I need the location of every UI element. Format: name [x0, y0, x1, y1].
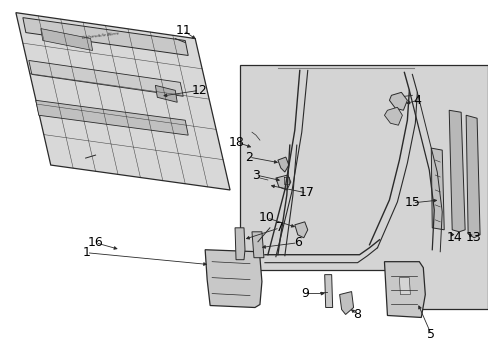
Polygon shape — [29, 60, 183, 96]
Text: 7: 7 — [275, 221, 283, 234]
Polygon shape — [254, 172, 274, 192]
Polygon shape — [448, 110, 464, 232]
Text: 14: 14 — [446, 231, 461, 244]
Polygon shape — [41, 28, 92, 50]
Polygon shape — [244, 128, 262, 150]
Polygon shape — [155, 85, 177, 102]
Polygon shape — [277, 157, 288, 172]
Polygon shape — [16, 13, 229, 190]
Polygon shape — [240, 66, 487, 310]
Polygon shape — [384, 262, 425, 318]
Polygon shape — [205, 250, 262, 307]
Polygon shape — [399, 278, 409, 294]
Text: 1: 1 — [82, 246, 90, 259]
Text: 13: 13 — [464, 231, 480, 244]
Text: 12: 12 — [191, 84, 206, 97]
Polygon shape — [294, 222, 307, 238]
Polygon shape — [388, 92, 407, 110]
Polygon shape — [275, 175, 290, 190]
Text: 15: 15 — [404, 197, 419, 210]
Text: 3: 3 — [251, 168, 259, 181]
Text: 6: 6 — [293, 236, 301, 249]
Text: 9: 9 — [300, 287, 308, 300]
Polygon shape — [339, 292, 353, 315]
Text: 10: 10 — [259, 211, 274, 224]
Polygon shape — [384, 107, 402, 125]
Text: Oldsmobile Alero: Oldsmobile Alero — [81, 31, 119, 40]
Text: 5: 5 — [427, 328, 434, 341]
Polygon shape — [36, 100, 188, 135]
Polygon shape — [235, 228, 244, 260]
Text: 2: 2 — [244, 150, 252, 163]
Polygon shape — [23, 18, 188, 55]
Polygon shape — [251, 232, 264, 258]
Text: 16: 16 — [87, 236, 103, 249]
Text: 17: 17 — [298, 186, 314, 199]
Polygon shape — [465, 115, 479, 238]
Text: 8: 8 — [353, 308, 361, 321]
Text: 4: 4 — [412, 94, 420, 107]
Text: 11: 11 — [175, 24, 191, 37]
Polygon shape — [324, 275, 332, 307]
Polygon shape — [430, 148, 443, 230]
Text: 18: 18 — [228, 136, 244, 149]
